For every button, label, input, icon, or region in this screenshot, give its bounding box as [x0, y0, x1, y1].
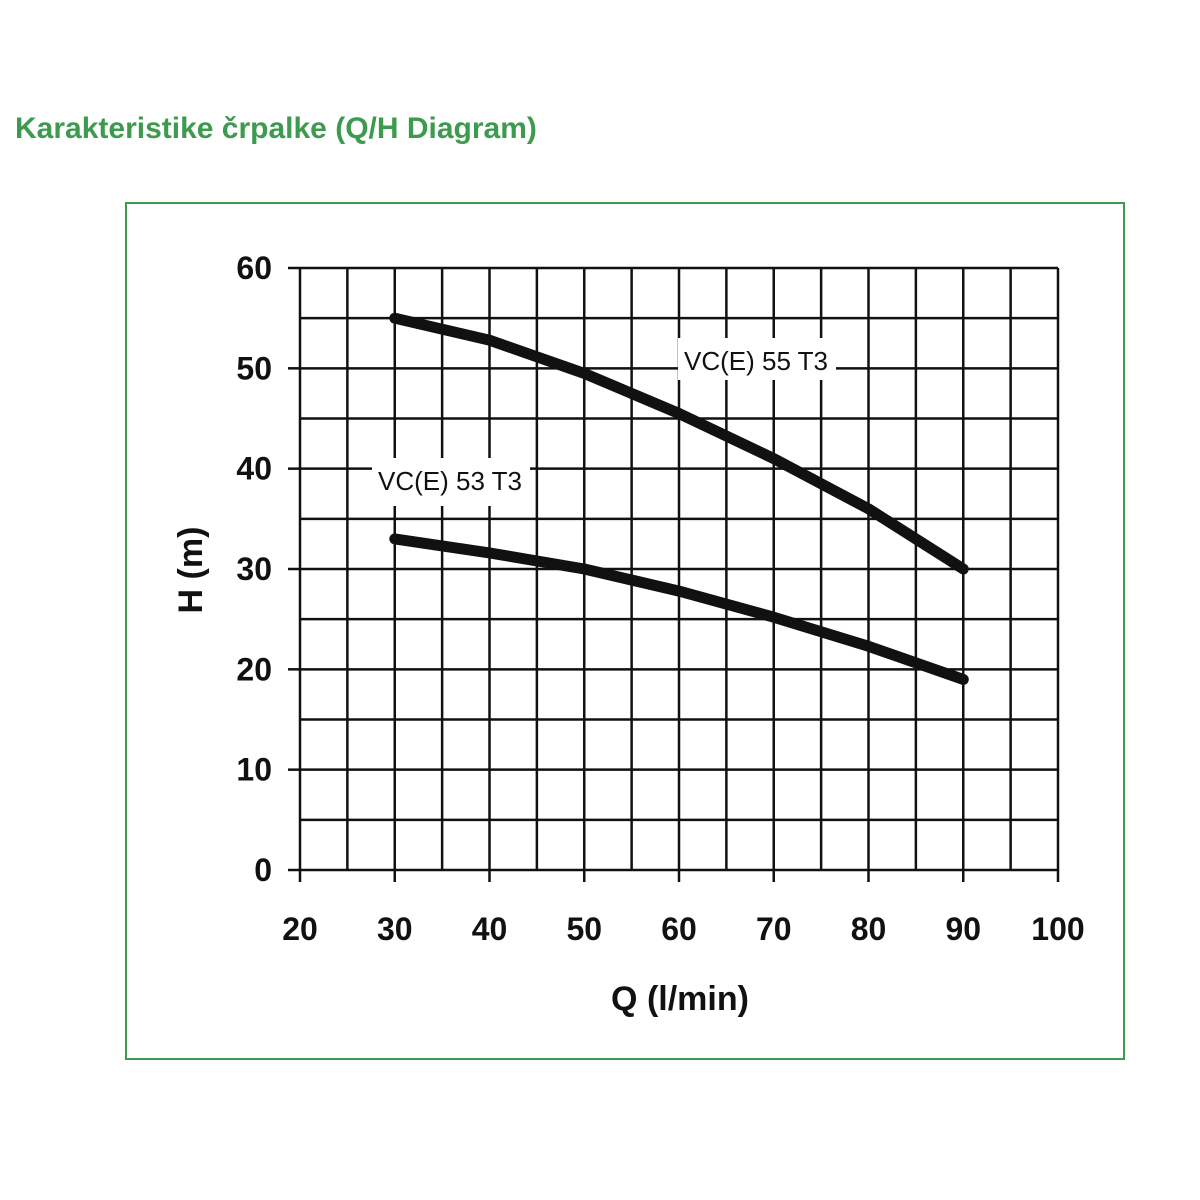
series-labels: VC(E) 55 T3 VC(E) 53 T3 [372, 338, 836, 506]
x-tick-label: 60 [661, 911, 697, 947]
x-tick-label: 40 [472, 911, 508, 947]
y-tick-label: 40 [236, 451, 272, 487]
x-axis-label: Q (l/min) [611, 980, 749, 1018]
series-label-background [372, 458, 530, 506]
series-label: VC(E) 55 T3 [684, 346, 828, 376]
chart-axes [288, 266, 1060, 882]
x-tick-label: 90 [945, 911, 981, 947]
x-tick-label: 50 [566, 911, 602, 947]
y-tick-label: 50 [236, 350, 272, 386]
y-tick-label: 0 [254, 852, 272, 888]
page-title: Karakteristike črpalke (Q/H Diagram) [15, 112, 537, 145]
x-tick-label: 30 [377, 911, 413, 947]
series-lines [389, 312, 969, 685]
y-tick-label: 60 [236, 250, 272, 286]
series-label-background [678, 338, 836, 380]
y-tick-label: 20 [236, 651, 272, 687]
x-tick-label: 70 [756, 911, 792, 947]
series-line [389, 533, 969, 685]
series-line [389, 312, 969, 575]
x-tick-label: 100 [1031, 911, 1084, 947]
chart-frame [125, 202, 1125, 1060]
y-tick-label: 30 [236, 551, 272, 587]
series-label: VC(E) 53 T3 [378, 466, 522, 496]
tick-labels: 0 10 20 30 40 50 60 20 30 40 50 60 70 80 90 100 [236, 250, 1084, 947]
y-tick-label: 10 [236, 752, 272, 788]
x-tick-label: 80 [851, 911, 887, 947]
x-tick-label: 20 [282, 911, 318, 947]
y-axis-label: H (m) [172, 527, 210, 614]
